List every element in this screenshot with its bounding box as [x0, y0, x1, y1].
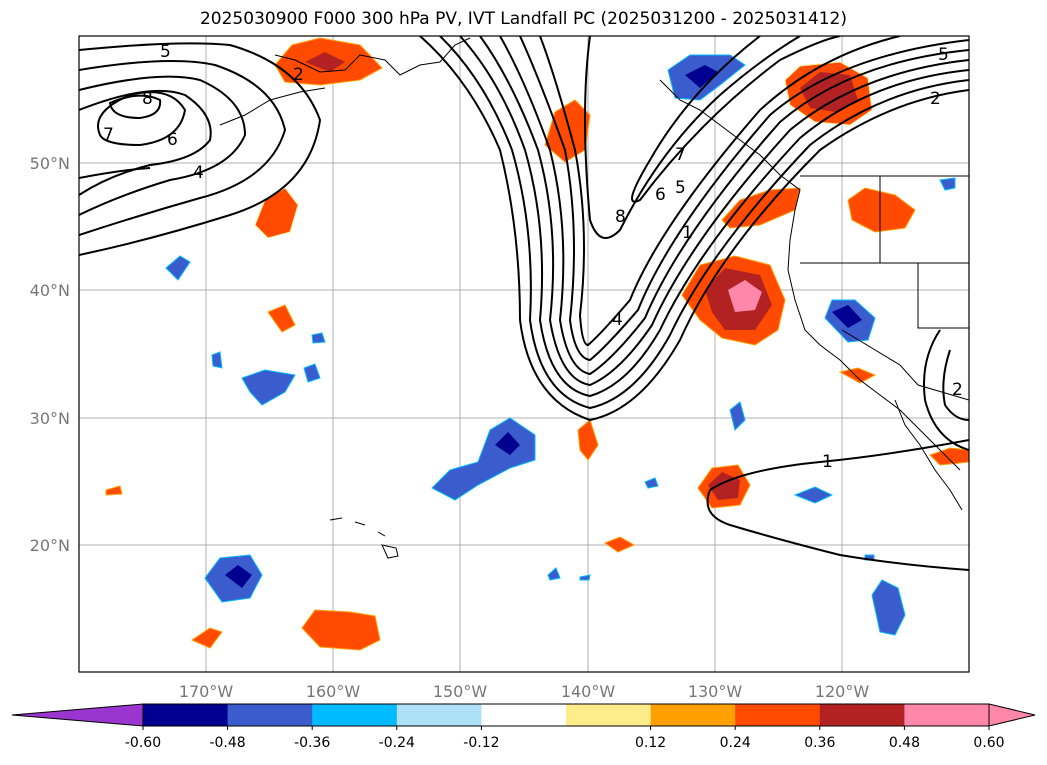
blob-mid-blue-2 — [303, 363, 321, 383]
blob-se-blue — [871, 579, 906, 636]
blob-small-orange-2 — [577, 419, 599, 461]
contour-label: 6 — [655, 185, 666, 205]
blob-sw-orange — [190, 627, 223, 649]
colorbar-segment — [481, 704, 567, 726]
blob-small-blue-1 — [729, 401, 746, 431]
contour-label: 2 — [293, 65, 304, 85]
lon-tick-label: 120°W — [815, 682, 870, 701]
colorbar-segment — [819, 704, 905, 726]
state-border-3 — [917, 263, 969, 329]
colorbar-tick-label: -0.36 — [294, 735, 330, 751]
colorbar-extend-max — [988, 703, 1036, 727]
blob-far-w-orange — [105, 485, 123, 496]
baja — [894, 399, 963, 511]
contour-label: 6 — [167, 130, 178, 150]
blob-small-orange-3 — [603, 536, 636, 553]
blob-mid-blue-1 — [241, 369, 296, 406]
blob-south-orange — [301, 609, 381, 651]
contour-label: 5 — [675, 178, 686, 198]
contour-label: 5 — [160, 42, 171, 62]
contour-label: 7 — [103, 125, 114, 145]
lat-ticks: 20°N 30°N 40°N 50°N — [30, 154, 70, 555]
blob-mid-blue-3 — [311, 332, 326, 344]
lat-tick-label: 20°N — [30, 536, 70, 555]
lat-tick-label: 30°N — [30, 409, 70, 428]
colorbar-segment — [143, 704, 229, 726]
colorbar-segment — [650, 704, 736, 726]
contour-label: 2 — [952, 380, 963, 400]
contour-labels: 5 8 7 6 4 2 8 7 6 5 1 4 5 2 2 1 — [103, 42, 963, 472]
blob-small-blue-3 — [644, 477, 659, 489]
blob-sw-navy — [225, 565, 252, 588]
colorbar-tick-label: -0.60 — [125, 735, 161, 751]
contour-label: 8 — [142, 89, 153, 109]
lon-tick-label: 170°W — [179, 682, 234, 701]
colorbar-segment — [396, 704, 482, 726]
lat-tick-label: 50°N — [30, 154, 70, 173]
blob-small-blue-2 — [793, 486, 834, 504]
blob-nw-orange — [254, 187, 299, 239]
blob-ca-navy — [832, 305, 862, 328]
colorbar-segment — [735, 704, 821, 726]
blob-wa-orange — [721, 187, 801, 229]
colorbar-segment — [566, 704, 652, 726]
bc-coast — [659, 79, 801, 211]
colorbar-tick-label: -0.24 — [379, 735, 415, 751]
blob-idaho-orange — [847, 187, 916, 233]
colorbar-tick-label: 0.24 — [720, 735, 751, 751]
map-frame — [78, 35, 970, 673]
colorbar-tick-label: 0.48 — [889, 735, 920, 751]
contour-label: 1 — [682, 223, 693, 243]
blob-baja-orange — [929, 447, 969, 466]
lon-tick-label: 130°W — [688, 682, 743, 701]
colorbar: -0.60 -0.48 -0.36 -0.24 -0.12 0.12 0.24 0.36 0.4… — [11, 703, 1036, 751]
lon-tick-label: 150°W — [433, 682, 488, 701]
blob-mid-blue-4 — [211, 351, 223, 369]
blob-nw-blue — [165, 255, 191, 281]
map-title: 2025030900 F000 300 hPa PV, IVT Landfall… — [199, 9, 847, 29]
contour-label: 7 — [675, 145, 686, 165]
contour-label: 4 — [193, 163, 204, 183]
hawaii-islands — [329, 517, 399, 559]
blob-alaska-red — [305, 52, 345, 72]
colorbar-tick-label: -0.12 — [463, 735, 499, 751]
contour-label: 8 — [615, 207, 626, 227]
gridlines — [79, 36, 969, 672]
lat-tick-label: 40°N — [30, 281, 70, 300]
lon-tick-label: 140°W — [561, 682, 616, 701]
lon-ticks: 170°W 160°W 150°W 140°W 130°W 120°W — [179, 682, 870, 701]
colorbar-segment — [904, 704, 990, 726]
coastlines — [219, 37, 969, 559]
colorbar-extend-min — [11, 703, 144, 727]
colorbar-frame — [142, 703, 990, 727]
colorbar-tick-label: 0.12 — [635, 735, 666, 751]
blob-gulf-orange — [544, 99, 591, 163]
us-west-coast — [787, 209, 961, 471]
colorbar-segment — [227, 704, 313, 726]
blob-small-blue-5 — [579, 574, 591, 581]
map-area: 5 8 7 6 4 2 8 7 6 5 1 4 5 2 2 1 — [79, 36, 969, 672]
contour-label: 4 — [612, 310, 623, 330]
blob-small-blue-4 — [547, 567, 561, 581]
blob-ca-orange — [838, 367, 877, 384]
colorbar-tick-label: -0.48 — [209, 735, 245, 751]
colorbar-segment — [312, 704, 398, 726]
alaska-coast — [274, 37, 471, 76]
contour-label: 1 — [822, 452, 833, 472]
blob-center-pink — [728, 280, 762, 312]
colorbar-tick-label: 0.60 — [973, 735, 1004, 751]
colorbar-tick-label: 0.36 — [804, 735, 835, 751]
blob-small-orange-1 — [267, 304, 296, 333]
blob-small-blue-6 — [939, 177, 956, 191]
pv-contours — [79, 36, 969, 571]
lon-tick-label: 160°W — [306, 682, 361, 701]
blob-hawaii-n-navy — [495, 432, 520, 455]
blob-alaska-panhandle-navy — [685, 65, 718, 88]
contour-label: 5 — [938, 45, 949, 65]
blob-hawaii-n-blue — [431, 417, 536, 501]
contour-label: 2 — [930, 89, 941, 109]
